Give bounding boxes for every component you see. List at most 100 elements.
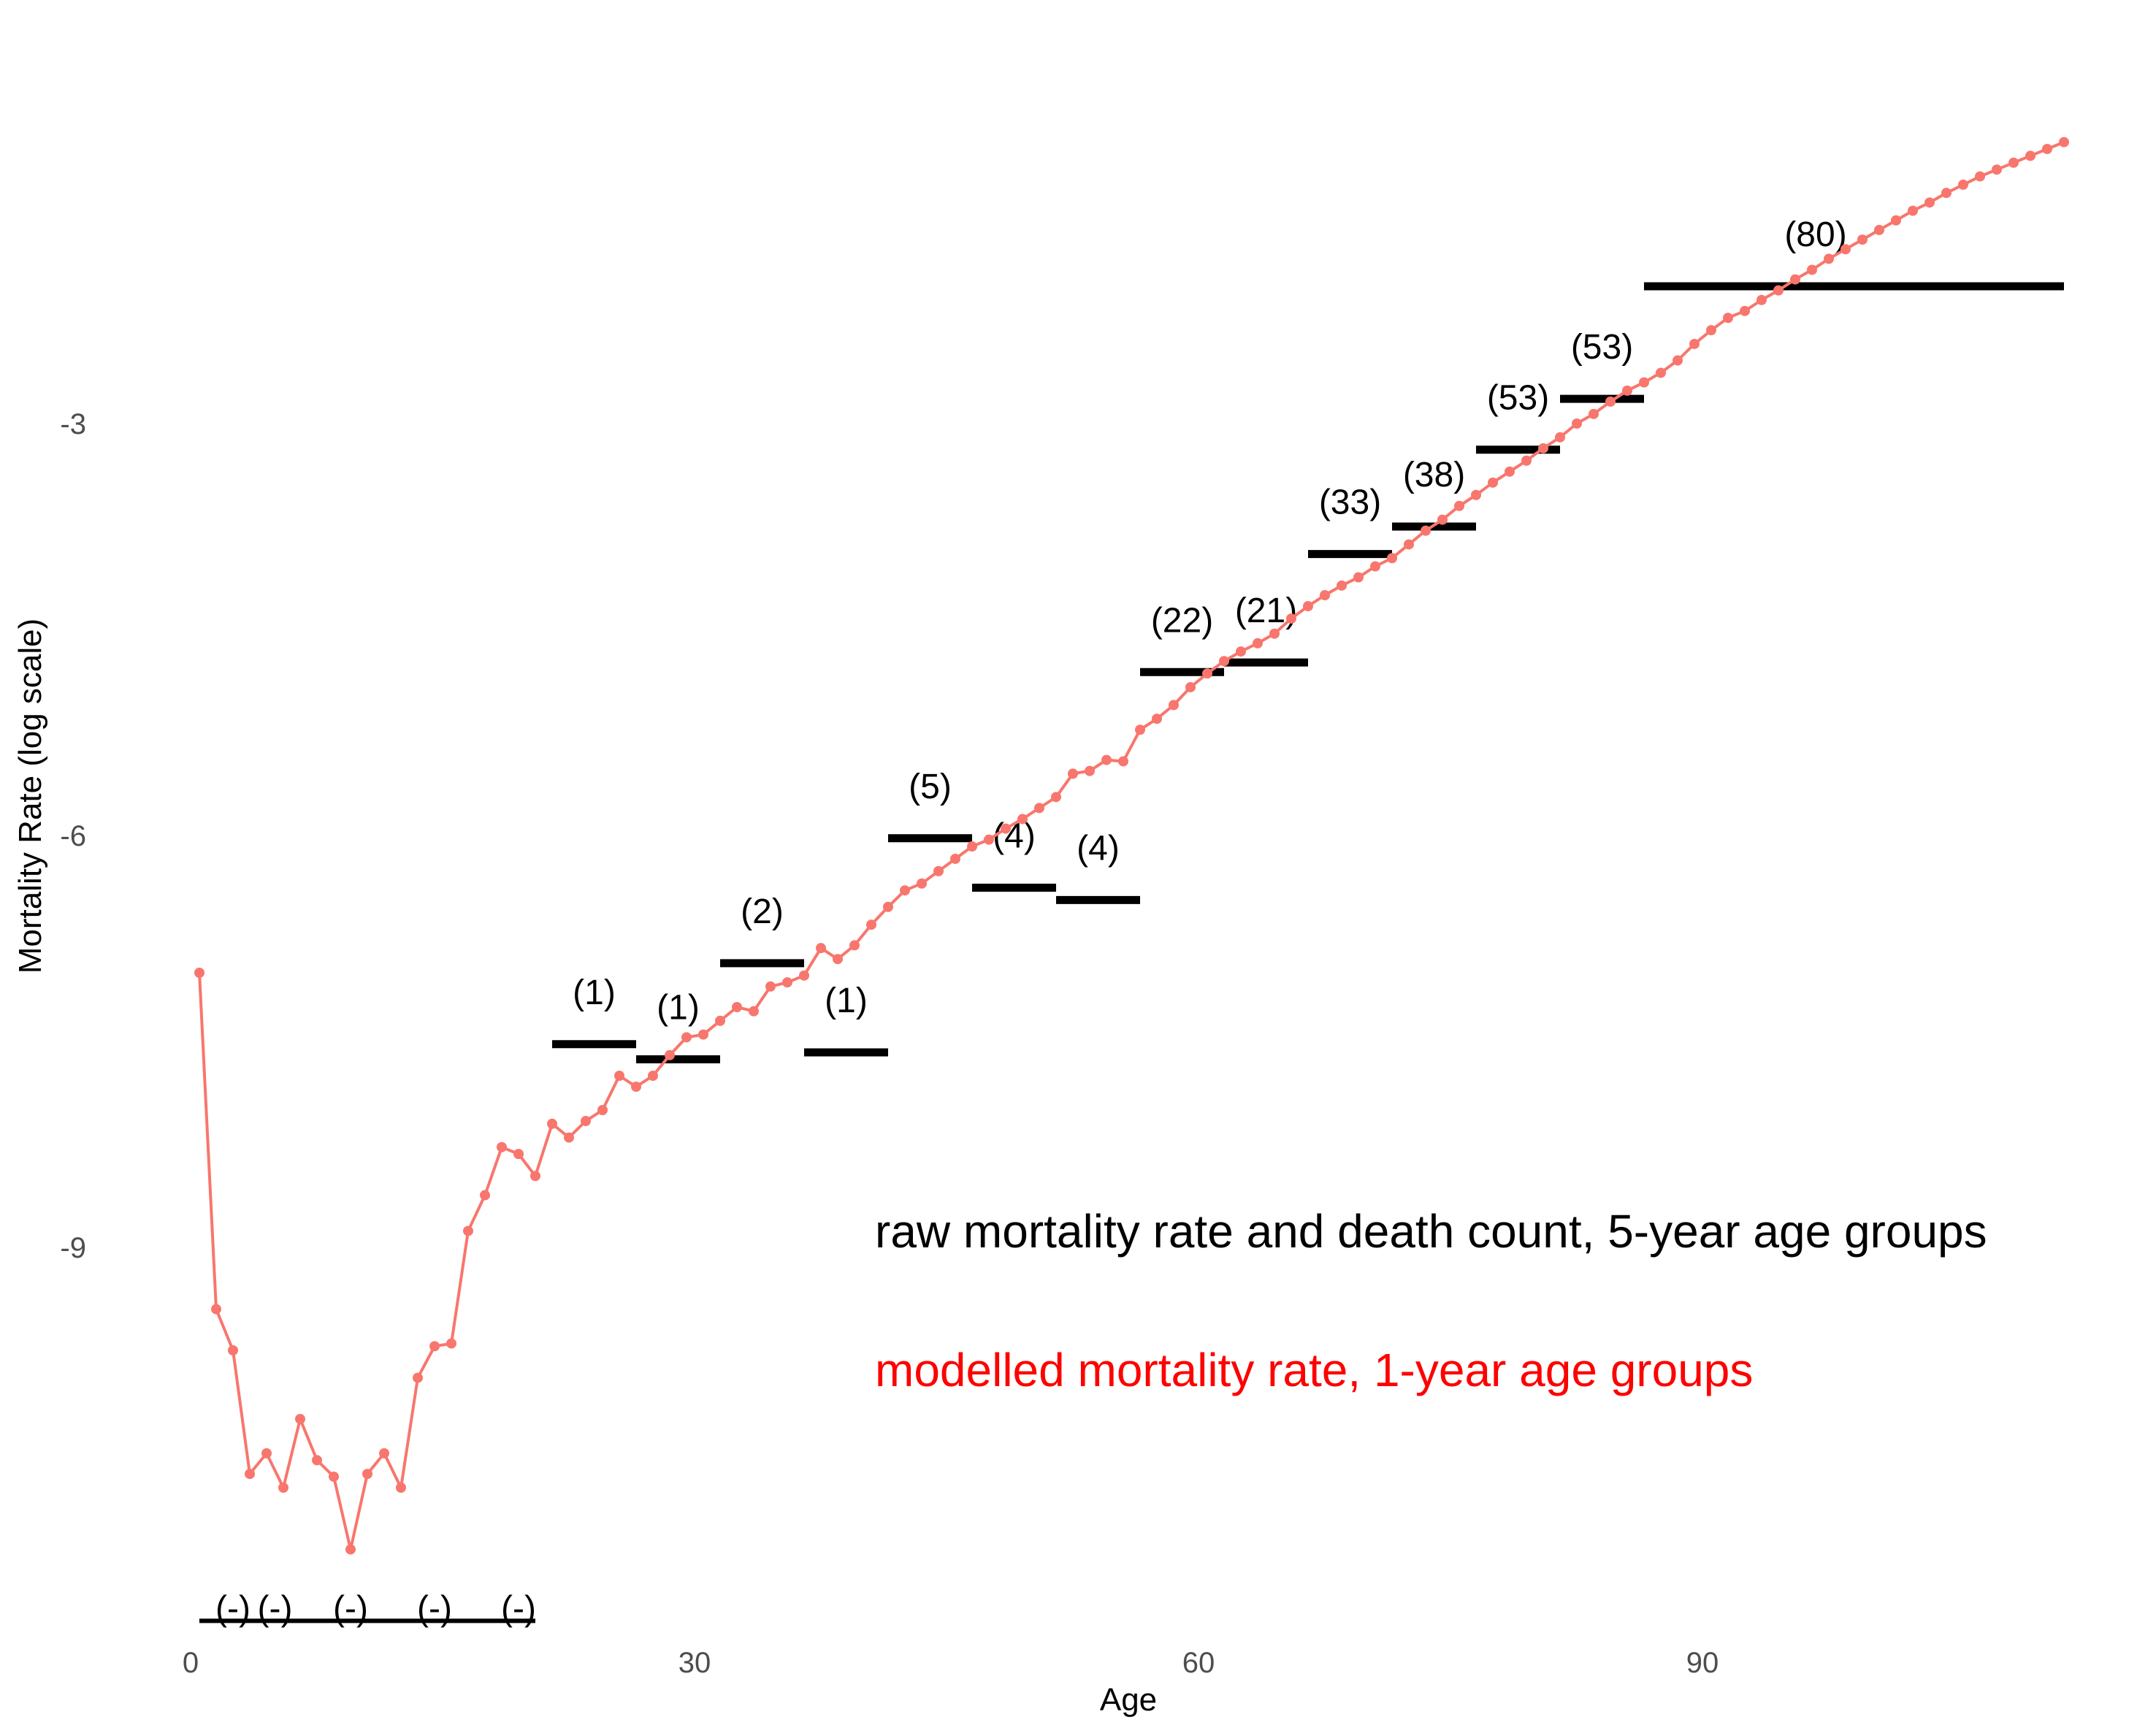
modelled-point: [497, 1141, 507, 1152]
modelled-point: [2042, 144, 2052, 154]
modelled-point: [329, 1471, 339, 1482]
modelled-point: [1085, 765, 1095, 776]
count-label: (2): [741, 892, 784, 931]
modelled-point: [1152, 714, 1162, 724]
modelled-point: [295, 1414, 305, 1424]
modelled-point: [1269, 628, 1280, 639]
modelled-point: [1941, 188, 1952, 199]
modelled-point: [1924, 197, 1935, 208]
modelled-point: [1605, 396, 1616, 407]
modelled-point: [1353, 572, 1364, 583]
modelled-point: [984, 834, 994, 845]
modelled-point: [866, 919, 876, 930]
modelled-point: [1891, 215, 1901, 226]
modelled-point: [1320, 590, 1330, 600]
modelled-point: [446, 1338, 456, 1349]
modelled-point: [1437, 514, 1448, 525]
count-label: (80): [1784, 215, 1846, 254]
modelled-point: [1740, 305, 1750, 316]
modelled-point: [833, 954, 843, 965]
count-label: (-): [417, 1589, 452, 1628]
modelled-point: [1387, 553, 1397, 564]
count-label: (-): [333, 1589, 368, 1628]
modelled-point: [698, 1029, 708, 1040]
modelled-point: [2059, 137, 2069, 148]
modelled-point: [1337, 580, 1347, 591]
modelled-point: [1185, 681, 1196, 692]
modelled-point: [1992, 164, 2002, 175]
modelled-point: [547, 1118, 557, 1129]
modelled-point: [1034, 803, 1044, 814]
modelled-point: [1253, 638, 1263, 649]
modelled-point: [396, 1483, 406, 1493]
modelled-point: [1958, 179, 1968, 190]
modelled-point: [816, 943, 826, 954]
modelled-point: [530, 1171, 540, 1182]
modelled-point: [1689, 338, 1700, 349]
modelled-point: [1790, 274, 1800, 285]
modelled-point: [1505, 466, 1515, 477]
modelled-point: [1857, 234, 1868, 245]
count-label: (4): [1077, 829, 1120, 868]
x-axis-ticks: 0 30 60 90: [183, 1647, 1719, 1679]
modelled-point: [597, 1105, 608, 1115]
modelled-point: [1236, 646, 1246, 657]
modelled-point: [1068, 768, 1078, 779]
modelled-point: [1723, 313, 1733, 324]
modelled-point: [1521, 455, 1532, 466]
y-axis-ticks: -3 -6 -9: [60, 408, 86, 1264]
modelled-point: [917, 878, 927, 889]
count-label: (53): [1487, 379, 1549, 418]
modelled-point: [1639, 377, 1649, 388]
modelled-point: [1673, 355, 1683, 366]
modelled-point: [345, 1544, 356, 1555]
modelled-point: [950, 853, 960, 864]
count-label: (33): [1319, 483, 1381, 522]
y-tick-label: -3: [60, 408, 86, 440]
modelled-point: [1118, 756, 1128, 767]
count-labels: (1) (1)(2)(1)(5)(4) (4)(22) (21)(33)(38)(53…: [215, 215, 1847, 1628]
modelled-point: [228, 1345, 238, 1355]
modelled-point: [1219, 656, 1229, 667]
modelled-point: [362, 1469, 372, 1480]
modelled-point: [1589, 408, 1599, 419]
modelled-point: [429, 1341, 440, 1352]
modelled-point: [1874, 224, 1884, 235]
count-label: (1): [657, 988, 700, 1027]
y-tick-label: -6: [60, 820, 86, 852]
modelled-point: [1135, 724, 1145, 735]
modelled-point: [463, 1225, 473, 1236]
modelled-point: [513, 1149, 524, 1160]
modelled-point: [665, 1049, 675, 1060]
modelled-point: [715, 1015, 725, 1026]
modelled-point: [933, 865, 944, 876]
x-tick-label: 0: [183, 1647, 199, 1679]
raw-segments: [199, 282, 2064, 1623]
modelled-point: [967, 841, 977, 852]
modelled-point: [1471, 489, 1481, 500]
modelled-point: [1756, 294, 1767, 305]
count-label: (21): [1235, 592, 1297, 630]
modelled-point: [681, 1032, 692, 1043]
modelled-point: [194, 968, 204, 978]
modelled-point: [1908, 205, 1918, 216]
modelled-point: [1555, 432, 1565, 443]
count-label: (-): [258, 1589, 293, 1628]
modelled-point: [1975, 171, 1985, 182]
modelled-point: [2025, 150, 2035, 161]
modelled-point: [245, 1469, 255, 1480]
modelled-point: [413, 1372, 423, 1383]
modelled-point: [1404, 539, 1414, 550]
modelled-point: [1706, 325, 1716, 336]
modelled-point: [278, 1483, 288, 1493]
count-label: (-): [501, 1589, 536, 1628]
modelled-point: [1101, 754, 1112, 765]
legend-raw: raw mortality rate and death count, 5-ye…: [875, 1205, 1987, 1258]
modelled-point: [765, 981, 776, 992]
modelled-point: [1488, 477, 1498, 488]
y-tick-label: -9: [60, 1232, 86, 1264]
x-tick-label: 60: [1182, 1647, 1215, 1679]
modelled-point: [1454, 500, 1464, 511]
modelled-point: [849, 940, 860, 951]
modelled-line: [198, 140, 2065, 1550]
